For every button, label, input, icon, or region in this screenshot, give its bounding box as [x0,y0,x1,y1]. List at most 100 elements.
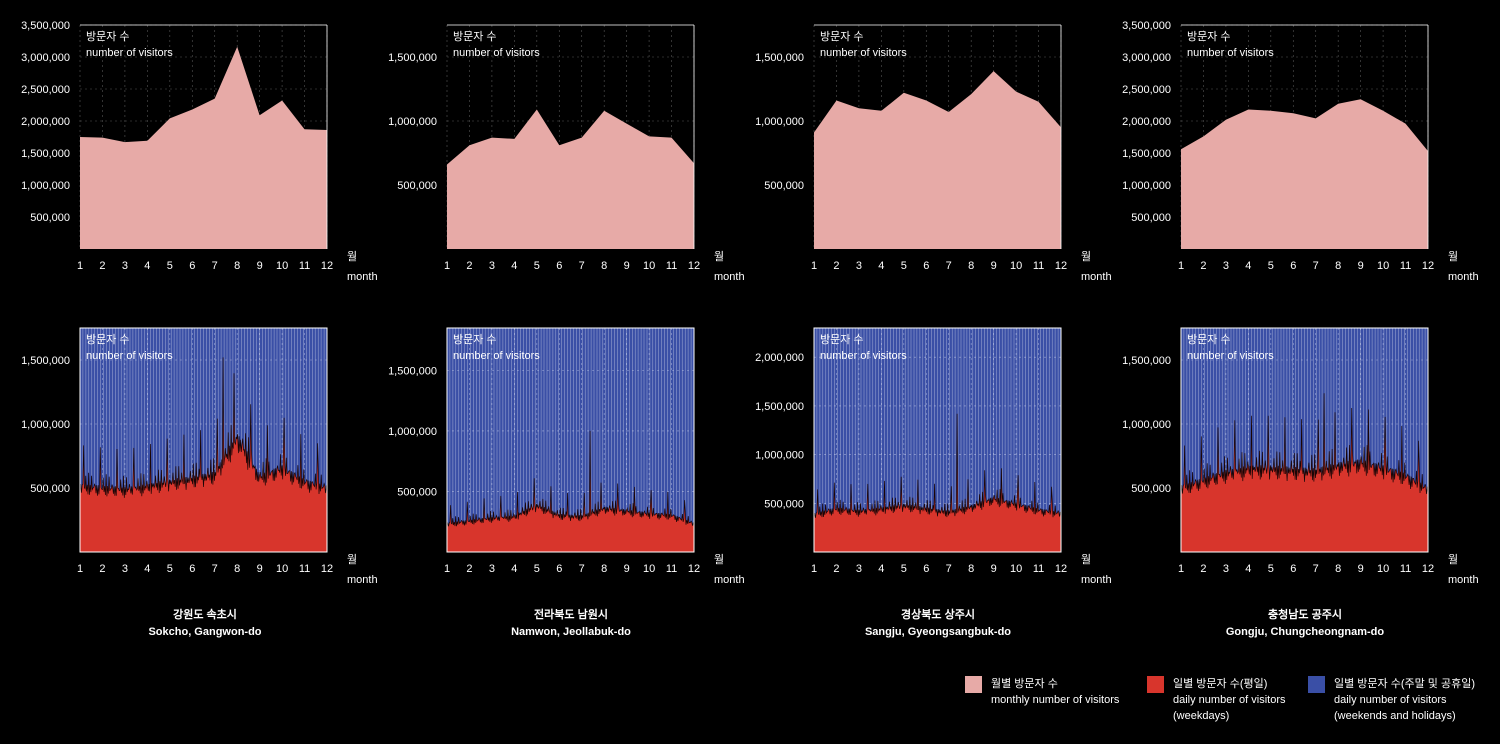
panel-label-ko: 방문자 수 [453,333,497,346]
x-tick-label: 10 [276,563,288,575]
x-tick-label: 9 [991,260,997,272]
x-tick-label: 1 [444,260,450,272]
x-tick-label: 12 [1055,563,1067,575]
x-tick-label: 5 [901,563,907,575]
y-tick-label: 500,000 [1131,483,1171,495]
x-axis-label-en: month [347,574,378,586]
x-tick-label: 8 [968,563,974,575]
y-tick-label: 1,000,000 [21,180,70,192]
monthly-area-chart-4: 500,000 1,000,000 1,500,000 2,000,000 2,500,… [1122,20,1479,283]
legend-swatch-monthly [965,676,982,693]
region-caption-1: 강원도 속초시 Sokcho, Gangwon-do [55,607,355,641]
x-tick-label: 8 [1335,563,1341,575]
x-axis-label-ko: 월 [1081,250,1091,263]
monthly-visitors-area [814,71,1061,249]
x-axis-label-en: month [347,271,378,283]
y-tick-label: 1,000,000 [755,450,804,462]
x-tick-label: 7 [579,563,585,575]
x-tick-label: 7 [212,563,218,575]
y-tick-label: 1,500,000 [21,148,70,160]
y-tick-label: 1,500,000 [755,401,804,413]
x-tick-label: 7 [946,260,952,272]
legend-label-en-sub: (weekends and holidays) [1334,710,1456,722]
legend-label-en: daily number of visitors [1334,694,1447,706]
x-tick-label: 9 [257,260,263,272]
x-tick-label: 5 [167,563,173,575]
region-name-ko: 강원도 속초시 [173,609,237,621]
region-name-ko: 전라북도 남원시 [534,609,608,621]
x-tick-label: 8 [234,260,240,272]
x-tick-label: 8 [968,260,974,272]
panel-label-en: number of visitors [820,47,907,59]
x-axis-label-ko: 월 [1448,250,1458,263]
x-tick-label: 6 [556,260,562,272]
y-tick-label: 2,000,000 [755,352,804,364]
x-tick-label: 12 [1055,260,1067,272]
legend-swatch-weekday [1147,676,1164,693]
x-tick-label: 2 [99,260,105,272]
y-tick-label: 3,500,000 [1122,20,1171,32]
weekday-daily-visitors-outline [446,430,695,528]
region-name-en: Sokcho, Gangwon-do [148,626,262,638]
plot-frame [79,327,328,553]
x-tick-label: 10 [643,563,655,575]
y-tick-label: 1,500,000 [755,52,804,64]
weekday-daily-visitors-area [1181,393,1428,552]
x-tick-label: 4 [878,260,884,272]
x-tick-label: 10 [643,260,655,272]
panel-label-en: number of visitors [1187,47,1274,59]
y-tick-label: 500,000 [397,180,437,192]
x-tick-label: 12 [1422,260,1434,272]
x-tick-label: 3 [489,260,495,272]
x-axis-label-en: month [1081,271,1112,283]
x-tick-label: 4 [1245,260,1251,272]
y-tick-label: 500,000 [764,180,804,192]
panel-label-ko: 방문자 수 [1187,30,1231,43]
panel-label-ko: 방문자 수 [820,333,864,346]
x-tick-label: 7 [946,563,952,575]
x-tick-label: 2 [466,563,472,575]
x-tick-label: 10 [1010,260,1022,272]
panel-label-ko: 방문자 수 [1187,333,1231,346]
x-tick-label: 10 [1377,563,1389,575]
x-tick-label: 1 [1178,260,1184,272]
monthly-visitors-area [1181,99,1428,249]
legend-label-ko: 월별 방문자 수 [991,678,1058,690]
weekday-daily-visitors-area [80,357,327,552]
legend-label-en-sub: (weekdays) [1173,710,1230,722]
x-tick-label: 5 [1268,260,1274,272]
x-tick-label: 2 [466,260,472,272]
region-name-en: Sangju, Gyeongsangbuk-do [864,626,1012,638]
x-tick-label: 9 [991,563,997,575]
y-tick-label: 2,000,000 [21,116,70,128]
x-tick-label: 6 [923,260,929,272]
x-tick-label: 5 [901,260,907,272]
y-tick-label: 1,000,000 [1122,180,1171,192]
x-tick-label: 9 [1358,260,1364,272]
region-caption-3: 경상북도 상주시 Sangju, Gyeongsangbuk-do [788,607,1088,641]
x-tick-label: 11 [299,260,310,272]
x-axis-label-en: month [714,574,745,586]
x-tick-label: 1 [811,563,817,575]
x-tick-label: 1 [444,563,450,575]
x-tick-label: 2 [833,260,839,272]
x-tick-label: 8 [601,260,607,272]
x-tick-label: 8 [601,563,607,575]
y-tick-label: 500,000 [30,483,70,495]
x-tick-label: 4 [144,563,150,575]
x-tick-label: 2 [1200,260,1206,272]
y-tick-label: 1,500,000 [21,355,70,367]
x-tick-label: 11 [666,260,677,272]
x-tick-label: 6 [923,563,929,575]
y-tick-label: 1,500,000 [1122,355,1171,367]
x-tick-label: 7 [579,260,585,272]
x-tick-label: 6 [556,563,562,575]
y-tick-label: 1,500,000 [388,52,437,64]
x-tick-label: 6 [189,563,195,575]
y-tick-label: 500,000 [30,212,70,224]
x-tick-label: 11 [1400,260,1411,272]
x-tick-label: 3 [856,563,862,575]
